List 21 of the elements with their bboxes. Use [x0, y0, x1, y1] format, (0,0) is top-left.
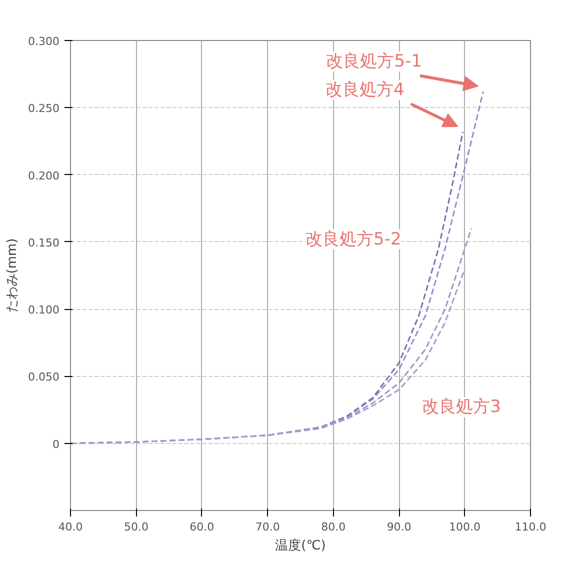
x-tick-label: 70.0 [255, 520, 280, 534]
x-tick-label: 80.0 [321, 520, 346, 534]
y-tick-label: 0.250 [28, 102, 60, 116]
x-tick-label: 50.0 [124, 520, 148, 534]
y-axis-title: たわみ(mm) [5, 238, 20, 313]
annotation: 改良処方5-1 [326, 52, 422, 72]
annotation: 改良処方4 [325, 80, 404, 100]
x-tick-label: 110.0 [514, 520, 546, 534]
x-tick-label: 40.0 [58, 520, 83, 534]
x-axis-title: 温度(℃) [275, 538, 326, 554]
annotation: 改良処方3 [422, 397, 501, 418]
y-tick-label: 0.200 [28, 169, 60, 182]
y-tick-label: 0.100 [28, 304, 60, 317]
annotation: 改良処方5-2 [306, 229, 402, 250]
y-tick-label: 0.150 [28, 236, 60, 250]
y-tick-label: 0.300 [28, 35, 60, 48]
x-tick-label: 60.0 [190, 520, 214, 534]
x-tick-label: 90.0 [386, 520, 412, 534]
x-tick-label: 100.0 [449, 520, 481, 534]
y-tick-label: 0 [52, 438, 60, 451]
y-tick-label: 0.050 [28, 370, 60, 384]
